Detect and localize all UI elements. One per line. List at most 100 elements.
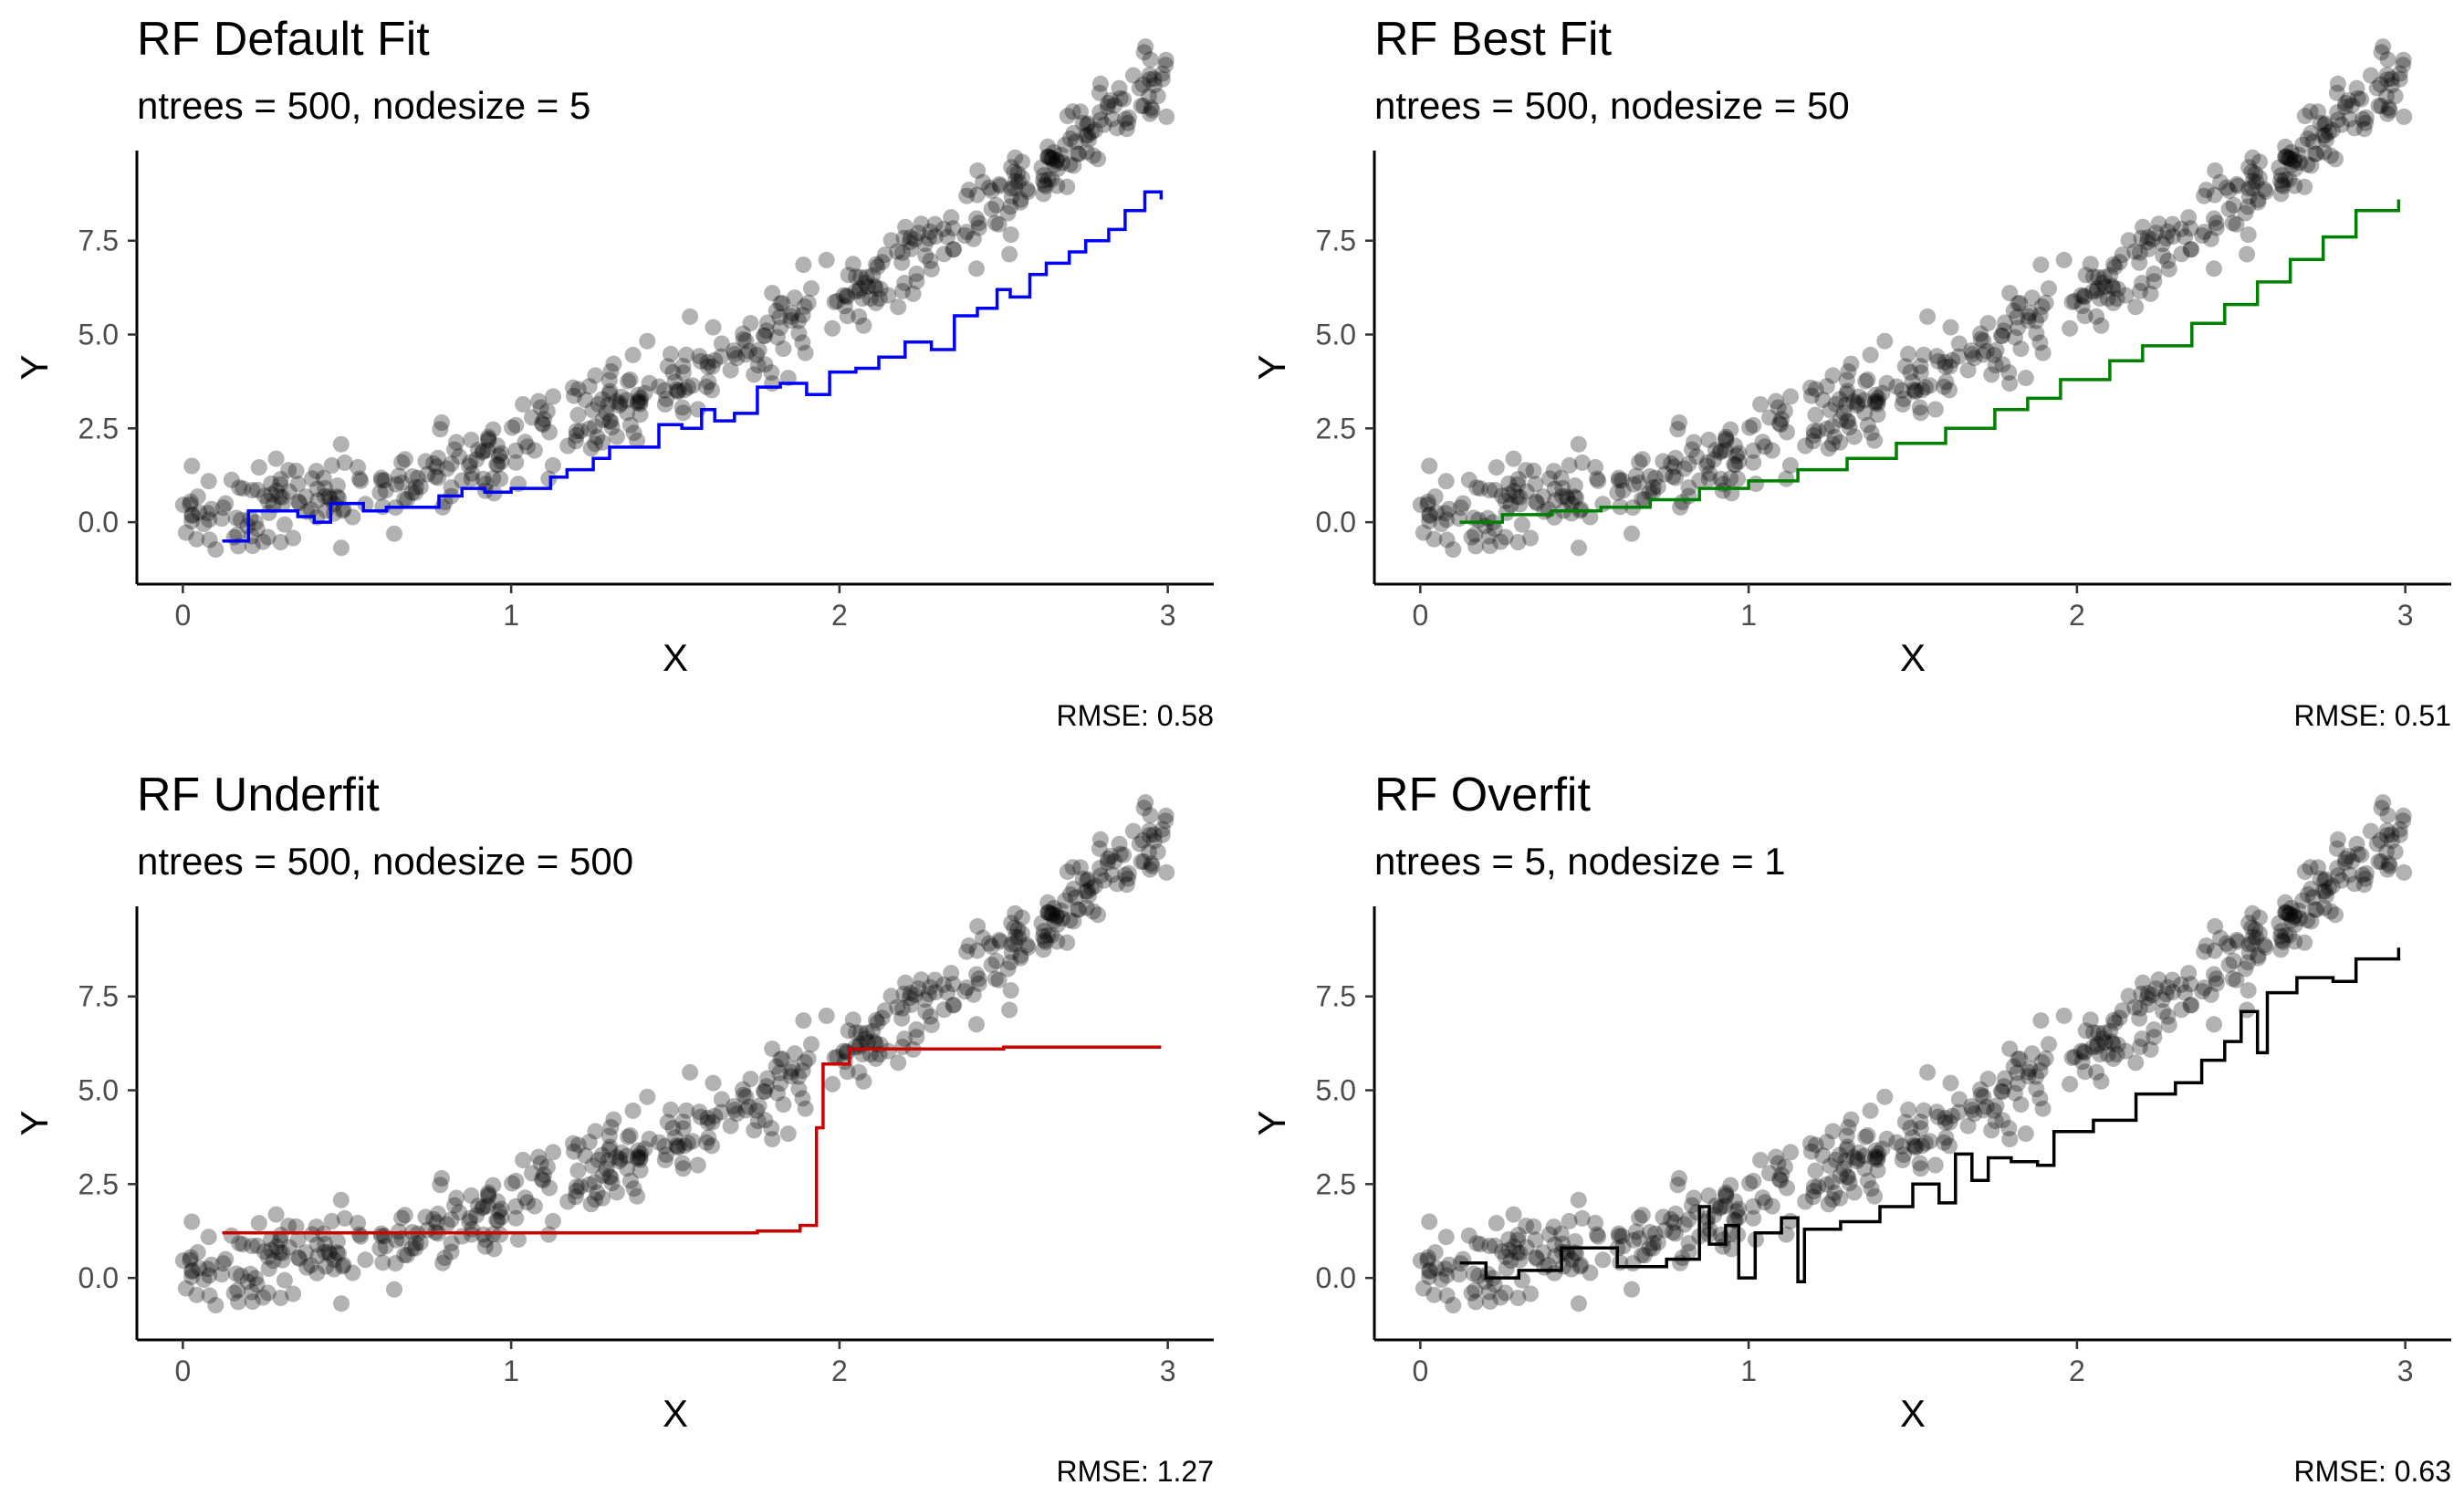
data-point [968,966,986,983]
data-point [2383,70,2400,88]
data-point [334,502,351,519]
data-point [2031,334,2049,351]
data-point [2139,989,2156,1007]
data-point [2391,70,2408,88]
data-point [1014,909,1030,926]
data-point [624,346,642,363]
data-point [1505,450,1522,467]
data-point [545,388,562,405]
data-point [1782,1144,1800,1161]
data-point [1857,372,1874,390]
data-point [2396,863,2413,881]
data-point [289,1231,307,1249]
data-point [1080,883,1096,900]
data-point [2220,182,2238,199]
data-point [462,454,479,471]
data-point [1888,1134,1905,1151]
data-point [443,1235,460,1252]
data-point [446,441,463,458]
data-point [678,346,695,363]
data-point [1536,1259,1553,1276]
data-point [678,1102,695,1119]
data-point [1131,835,1148,852]
data-point [1907,1138,1925,1156]
x-tick-label: 2 [831,1354,848,1387]
data-point [2302,124,2320,141]
data-point [2302,859,2319,876]
data-point [2131,999,2148,1017]
data-point [983,957,1000,974]
data-point [692,352,709,370]
data-point [2244,936,2261,952]
data-point [352,472,370,489]
data-point [1717,442,1734,459]
data-point [432,1177,449,1194]
data-point [1529,495,1546,512]
panel-title: RF Underfit [137,769,380,821]
data-point [2348,79,2365,97]
data-point [1841,419,1858,436]
x-axis-title: X [1900,1392,1926,1435]
data-point [1937,358,1954,375]
data-point [1141,67,1158,84]
data-point [1979,315,1997,332]
data-point [2206,186,2223,204]
data-point [247,514,264,531]
data-point [1039,905,1057,922]
data-point [1763,1197,1780,1215]
data-point [970,219,987,236]
data-point [1674,494,1691,511]
data-point [2033,1053,2051,1071]
data-point [1044,906,1061,923]
data-point [1805,1178,1822,1196]
data-point [1997,314,2014,331]
data-point [897,218,914,235]
data-point [1109,875,1125,893]
data-point [1699,454,1717,471]
data-point [2090,1024,2107,1041]
data-point [1425,530,1443,548]
y-tick-label: 2.5 [78,412,119,444]
data-point [1832,1189,1849,1207]
data-point [1722,421,1739,438]
data-point [632,1151,649,1168]
data-point [1007,905,1024,922]
data-point [1950,335,1968,352]
data-point [2159,252,2177,269]
data-point [594,1166,611,1184]
data-point [1497,493,1514,509]
data-point [1421,507,1438,525]
data-point [2386,88,2404,105]
data-point [586,1174,603,1191]
data-point [1070,145,1088,162]
data-point [1037,934,1054,950]
data-point [280,1218,298,1235]
data-point [568,423,585,440]
data-point [1145,826,1163,843]
data-point [2272,173,2290,189]
data-point [618,392,635,409]
data-point [377,1238,394,1255]
data-point [1589,1226,1605,1243]
data-point [227,509,245,527]
data-point [840,1022,857,1040]
data-point [1019,183,1037,200]
data-point [568,1178,585,1196]
data-point [326,505,342,522]
data-point [1587,1214,1604,1231]
data-point [1061,886,1079,903]
data-point [247,1270,264,1287]
data-point [427,468,444,486]
data-point [335,1256,352,1273]
data-point [584,402,601,419]
data-point [490,447,507,465]
data-point [2383,832,2400,850]
data-point [201,1287,218,1304]
data-point [851,308,868,325]
data-point [867,1050,884,1067]
data-point [746,366,763,383]
data-point [2023,1045,2041,1062]
data-point [641,374,658,392]
data-point [1412,1252,1429,1270]
